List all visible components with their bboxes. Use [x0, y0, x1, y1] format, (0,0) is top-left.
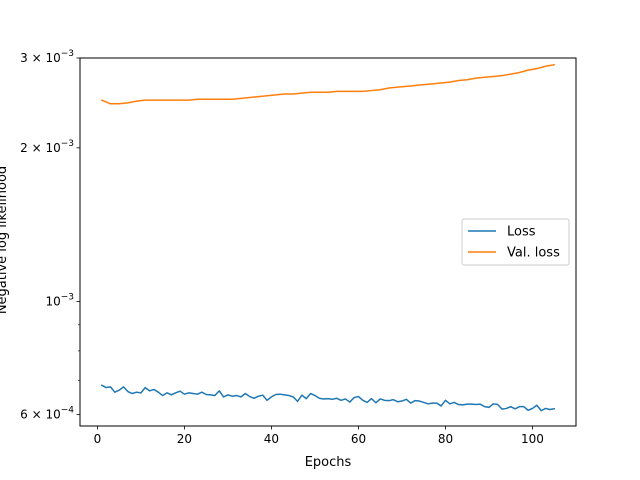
- x-tick-label: 20: [177, 432, 192, 446]
- legend-label: Loss: [507, 225, 536, 240]
- series-line-loss: [101, 384, 555, 412]
- y-tick-exponent: −3: [61, 139, 74, 149]
- y-tick-exponent: −4: [61, 406, 75, 416]
- x-tick-label: 80: [438, 432, 453, 446]
- y-tick-base: 10: [45, 51, 60, 65]
- y-tick-exponent: −3: [61, 49, 74, 59]
- x-tick-label: 40: [264, 432, 279, 446]
- y-tick-base: 10: [45, 294, 60, 308]
- y-axis-label: Negative log likelihood: [0, 166, 10, 314]
- y-tick-mantissa: 3: [20, 51, 28, 65]
- y-tick-times: ×: [28, 51, 46, 65]
- y-tick-base: 10: [45, 408, 60, 422]
- legend: Loss Val. loss: [461, 218, 570, 266]
- y-tick-mantissa: 2: [20, 141, 28, 155]
- y-tick-label: 2 × 10−3: [20, 139, 74, 155]
- series-line-val-loss: [101, 64, 555, 105]
- y-tick-mantissa: 6: [20, 408, 28, 422]
- y-tick-label: 6 × 10−4: [20, 406, 74, 422]
- y-tick-base: 10: [45, 141, 60, 155]
- axes-frame: [79, 57, 577, 427]
- legend-label: Val. loss: [507, 246, 560, 261]
- y-tick-exponent: −3: [61, 292, 74, 302]
- x-axis-label: Epochs: [305, 455, 352, 470]
- y-tick-times: ×: [28, 408, 46, 422]
- x-tick-label: 0: [94, 432, 102, 446]
- x-tick-label: 100: [521, 432, 544, 446]
- x-tick-label: 60: [351, 432, 366, 446]
- y-tick-label: 3 × 10−3: [20, 49, 74, 65]
- y-tick-label: 10−3: [45, 292, 74, 308]
- y-tick-times: ×: [28, 141, 46, 155]
- plot-content: [101, 64, 555, 412]
